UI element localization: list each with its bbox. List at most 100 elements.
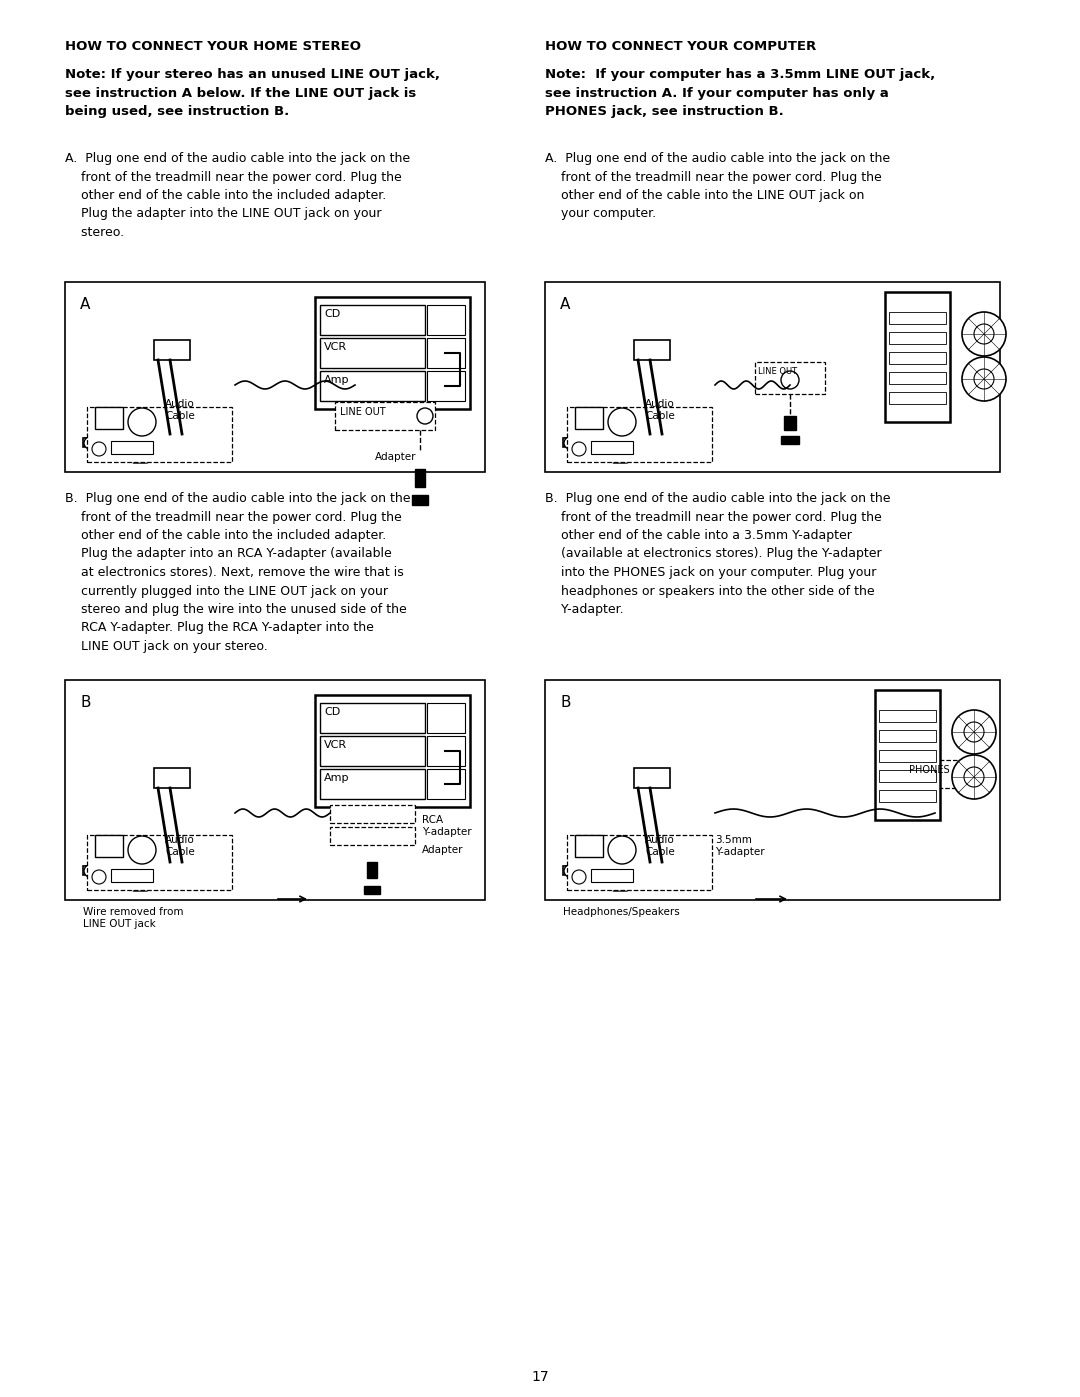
Bar — [427, 703, 465, 733]
Bar — [320, 338, 426, 367]
Text: Wire removed from
LINE OUT jack: Wire removed from LINE OUT jack — [83, 907, 184, 929]
Bar — [427, 736, 465, 766]
Bar — [320, 736, 426, 766]
Bar — [905, 760, 980, 788]
Bar — [755, 362, 825, 394]
Bar — [154, 339, 190, 360]
Text: Audio
Cable: Audio Cable — [645, 400, 675, 422]
Bar — [65, 282, 485, 472]
Bar — [415, 469, 426, 488]
Circle shape — [957, 767, 973, 782]
Text: PHONES: PHONES — [909, 766, 949, 775]
Text: Audio
Cable: Audio Cable — [165, 400, 194, 422]
Bar — [427, 768, 465, 799]
Bar — [330, 827, 415, 845]
Polygon shape — [133, 875, 152, 891]
Bar — [335, 402, 435, 430]
Bar — [575, 835, 603, 856]
Bar — [320, 305, 426, 335]
Text: B: B — [80, 694, 91, 710]
Polygon shape — [563, 432, 705, 447]
Circle shape — [129, 408, 156, 436]
Bar — [634, 339, 670, 360]
Text: CD: CD — [324, 707, 340, 717]
Text: A.  Plug one end of the audio cable into the jack on the
    front of the treadm: A. Plug one end of the audio cable into … — [545, 152, 890, 221]
Bar — [781, 436, 799, 444]
Text: B: B — [561, 694, 570, 710]
Circle shape — [84, 865, 96, 877]
Bar — [320, 372, 426, 401]
Polygon shape — [133, 447, 152, 462]
Text: Audio
Cable: Audio Cable — [165, 835, 194, 858]
Bar — [315, 694, 470, 807]
Bar — [545, 282, 1000, 472]
Text: A.  Plug one end of the audio cable into the jack on the
    front of the treadm: A. Plug one end of the audio cable into … — [65, 152, 410, 239]
Bar — [411, 495, 428, 504]
Bar — [889, 352, 946, 365]
Bar — [889, 332, 946, 344]
Bar — [889, 312, 946, 324]
Circle shape — [92, 441, 106, 455]
Text: RCA
Y-adapter: RCA Y-adapter — [422, 814, 472, 837]
Text: 17: 17 — [531, 1370, 549, 1384]
Text: CD: CD — [324, 309, 340, 319]
Polygon shape — [83, 859, 225, 875]
Bar — [87, 407, 232, 462]
Bar — [879, 750, 936, 761]
Circle shape — [781, 372, 799, 388]
Bar — [591, 869, 633, 882]
Text: Adapter: Adapter — [375, 453, 417, 462]
Bar — [330, 805, 415, 823]
Bar — [154, 768, 190, 788]
Text: Amp: Amp — [324, 773, 350, 782]
Circle shape — [962, 312, 1005, 356]
Bar — [879, 731, 936, 742]
Bar — [889, 393, 946, 404]
Text: Note: If your stereo has an unused LINE OUT jack,
see instruction A below. If th: Note: If your stereo has an unused LINE … — [65, 68, 440, 117]
Circle shape — [92, 870, 106, 884]
Circle shape — [608, 835, 636, 863]
Text: Adapter: Adapter — [422, 845, 463, 855]
Bar — [427, 372, 465, 401]
Text: A: A — [561, 298, 570, 312]
Circle shape — [974, 324, 994, 344]
Circle shape — [129, 835, 156, 863]
Bar — [364, 886, 380, 894]
Bar — [87, 835, 232, 890]
Bar — [315, 298, 470, 409]
Text: LINE OUT: LINE OUT — [340, 407, 386, 416]
Text: HOW TO CONNECT YOUR COMPUTER: HOW TO CONNECT YOUR COMPUTER — [545, 41, 816, 53]
Polygon shape — [613, 875, 632, 891]
Bar — [320, 768, 426, 799]
Bar — [65, 680, 485, 900]
Circle shape — [693, 432, 708, 447]
Bar — [885, 292, 950, 422]
Bar — [879, 710, 936, 722]
Bar — [634, 768, 670, 788]
Bar — [567, 835, 712, 890]
Bar — [875, 690, 940, 820]
Bar — [567, 407, 712, 462]
Bar — [889, 372, 946, 384]
Circle shape — [964, 722, 984, 742]
Text: VCR: VCR — [324, 342, 347, 352]
Polygon shape — [83, 432, 225, 447]
Bar — [879, 789, 936, 802]
Circle shape — [962, 358, 1005, 401]
Circle shape — [417, 408, 433, 425]
Bar — [111, 441, 153, 454]
Text: B.  Plug one end of the audio cable into the jack on the
    front of the treadm: B. Plug one end of the audio cable into … — [545, 492, 891, 616]
Bar — [545, 680, 1000, 900]
Polygon shape — [613, 447, 632, 462]
Text: 3.5mm
Y-adapter: 3.5mm Y-adapter — [715, 835, 765, 858]
Circle shape — [974, 369, 994, 388]
Circle shape — [572, 441, 586, 455]
Circle shape — [213, 432, 229, 447]
Bar — [575, 407, 603, 429]
Circle shape — [951, 710, 996, 754]
Text: HOW TO CONNECT YOUR HOME STEREO: HOW TO CONNECT YOUR HOME STEREO — [65, 41, 361, 53]
Text: B.  Plug one end of the audio cable into the jack on the
    front of the treadm: B. Plug one end of the audio cable into … — [65, 492, 410, 652]
Circle shape — [608, 408, 636, 436]
Text: Audio
Cable: Audio Cable — [645, 835, 675, 858]
Circle shape — [693, 859, 708, 875]
